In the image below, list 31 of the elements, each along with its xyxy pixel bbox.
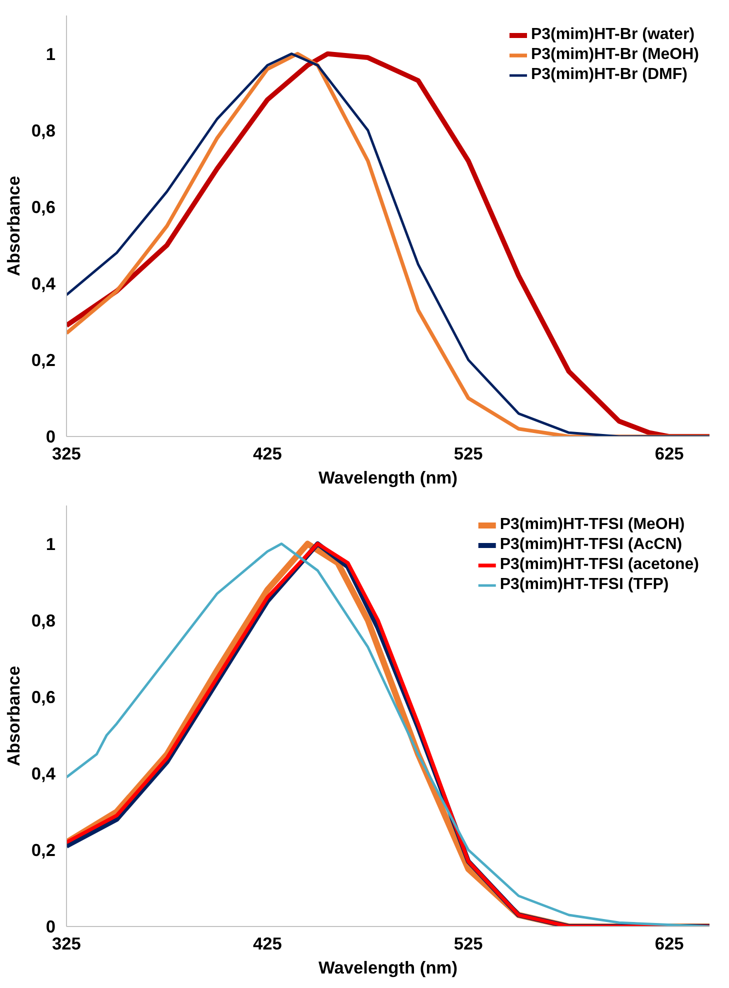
y-tick-label: 0,6 [31, 686, 56, 707]
x-tick-label: 525 [454, 444, 484, 464]
x-tick-label: 625 [654, 444, 684, 464]
y-tick-label: 0 [46, 426, 56, 446]
legend-label: P3(mim)HT-Br (DMF) [530, 66, 688, 84]
y-tick-label: 0,4 [31, 763, 56, 784]
y-tick-label: 0,4 [31, 273, 56, 294]
y-tick-label: 0,8 [31, 120, 56, 140]
legend-label: P3(mim)HT-TFSI (TFP) [500, 576, 669, 594]
x-tick-label: 525 [454, 934, 484, 954]
y-tick-label: 1 [46, 44, 56, 64]
y-axis-title: Absorbance [3, 666, 24, 766]
x-axis-title: Wavelength (nm) [318, 468, 458, 488]
legend-label: P3(mim)HT-Br (MeOH) [530, 46, 699, 64]
x-tick-label: 325 [52, 934, 82, 954]
legend-label: P3(mim)HT-TFSI (AcCN) [500, 536, 682, 554]
y-tick-label: 0,2 [31, 840, 56, 860]
x-tick-label: 425 [252, 934, 282, 954]
x-tick-label: 625 [654, 934, 684, 954]
x-axis-title: Wavelength (nm) [318, 958, 458, 978]
legend-label: P3(mim)HT-Br (water) [530, 26, 695, 44]
y-axis-title: Absorbance [3, 176, 24, 276]
x-tick-label: 325 [52, 444, 82, 464]
y-tick-label: 1 [46, 534, 56, 554]
legend-label: P3(mim)HT-TFSI (acetone) [500, 556, 699, 574]
y-tick-label: 0,6 [31, 196, 56, 217]
legend-label: P3(mim)HT-TFSI (MeOH) [500, 516, 685, 534]
y-tick-label: 0,2 [31, 350, 56, 370]
y-tick-label: 0 [46, 916, 56, 936]
x-tick-label: 425 [252, 444, 282, 464]
y-tick-label: 0,8 [31, 610, 56, 630]
